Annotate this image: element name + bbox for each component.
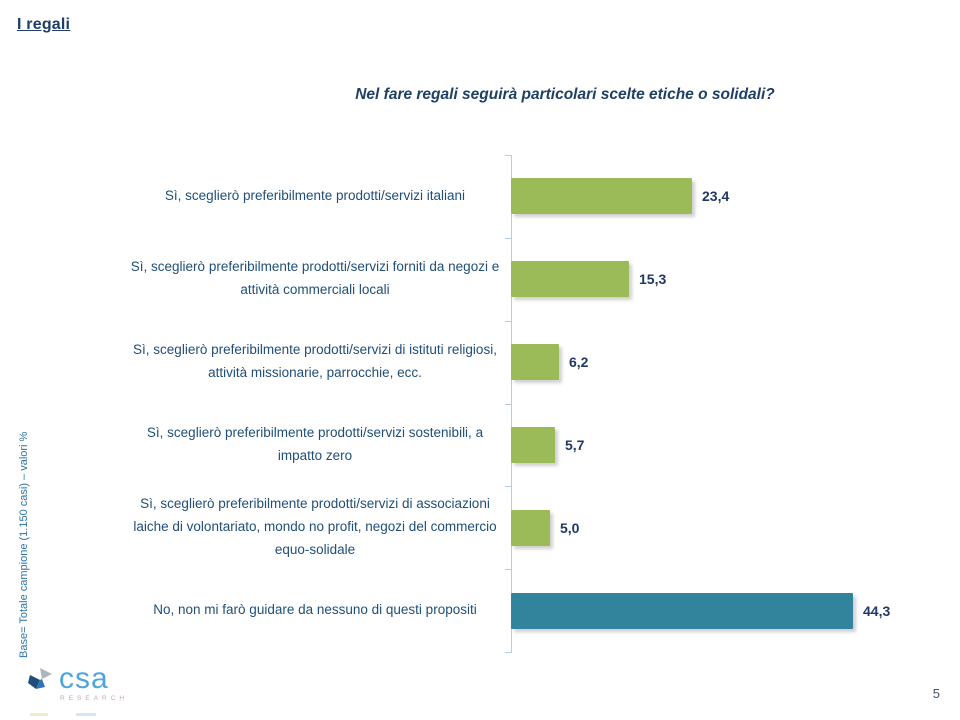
category-label: Sì, sceglierò preferibilmente prodotti/s…	[133, 496, 497, 558]
chart-row: No, non mi farò guidare da nessuno di qu…	[0, 569, 960, 652]
logo-color-strip	[30, 713, 96, 716]
value-label: 6,2	[569, 354, 589, 371]
chart-row: Sì, sceglierò preferibilmente prodotti/s…	[0, 403, 960, 486]
axis-line	[511, 155, 512, 652]
value-label: 15,3	[639, 271, 667, 288]
bar	[511, 426, 555, 463]
value-label: 44,3	[863, 602, 891, 619]
axis-tick	[505, 486, 512, 487]
chart-title: Nel fare regali seguirà particolari scel…	[355, 86, 775, 103]
bar	[511, 178, 692, 215]
value-label: 5,0	[560, 519, 580, 536]
category-label: No, non mi farò guidare da nessuno di qu…	[153, 602, 477, 618]
chart-row: Sì, sceglierò preferibilmente prodotti/s…	[0, 155, 960, 238]
axis-tick	[505, 569, 512, 570]
bar	[511, 509, 550, 546]
value-label: 23,4	[702, 188, 730, 205]
page-title: I regali	[17, 16, 71, 33]
bar-chart: Sì, sceglierò preferibilmente prodotti/s…	[0, 155, 960, 653]
chart-row: Sì, sceglierò preferibilmente prodotti/s…	[0, 238, 960, 321]
axis-tick	[505, 238, 512, 239]
chart-rows: Sì, sceglierò preferibilmente prodotti/s…	[0, 155, 960, 652]
base-note: Base= Totale campione (1.150 casi) – val…	[18, 431, 30, 658]
csa-logo-subtext: RESEARCH	[60, 695, 129, 702]
csa-logo-text: csa	[59, 662, 109, 695]
category-label: Sì, sceglierò preferibilmente prodotti/s…	[164, 187, 466, 203]
axis-tick	[505, 404, 512, 405]
category-label: Sì, sceglierò preferibilmente prodotti/s…	[133, 342, 497, 381]
bar	[511, 344, 559, 381]
bar	[511, 261, 629, 298]
chart-row: Sì, sceglierò preferibilmente prodotti/s…	[0, 321, 960, 404]
value-label: 5,7	[565, 436, 585, 453]
axis-tick	[505, 155, 512, 156]
chart-row: Sì, sceglierò preferibilmente prodotti/s…	[0, 486, 960, 569]
bar	[511, 592, 853, 629]
category-label: Sì, sceglierò preferibilmente prodotti/s…	[146, 424, 484, 463]
axis-tick	[505, 321, 512, 322]
csa-logo: csa RESEARCH	[28, 662, 158, 716]
axis-tick	[505, 652, 512, 653]
csa-logo-icon	[28, 668, 52, 689]
category-label: Sì, sceglierò preferibilmente prodotti/s…	[130, 259, 500, 298]
page-number: 5	[932, 686, 940, 701]
